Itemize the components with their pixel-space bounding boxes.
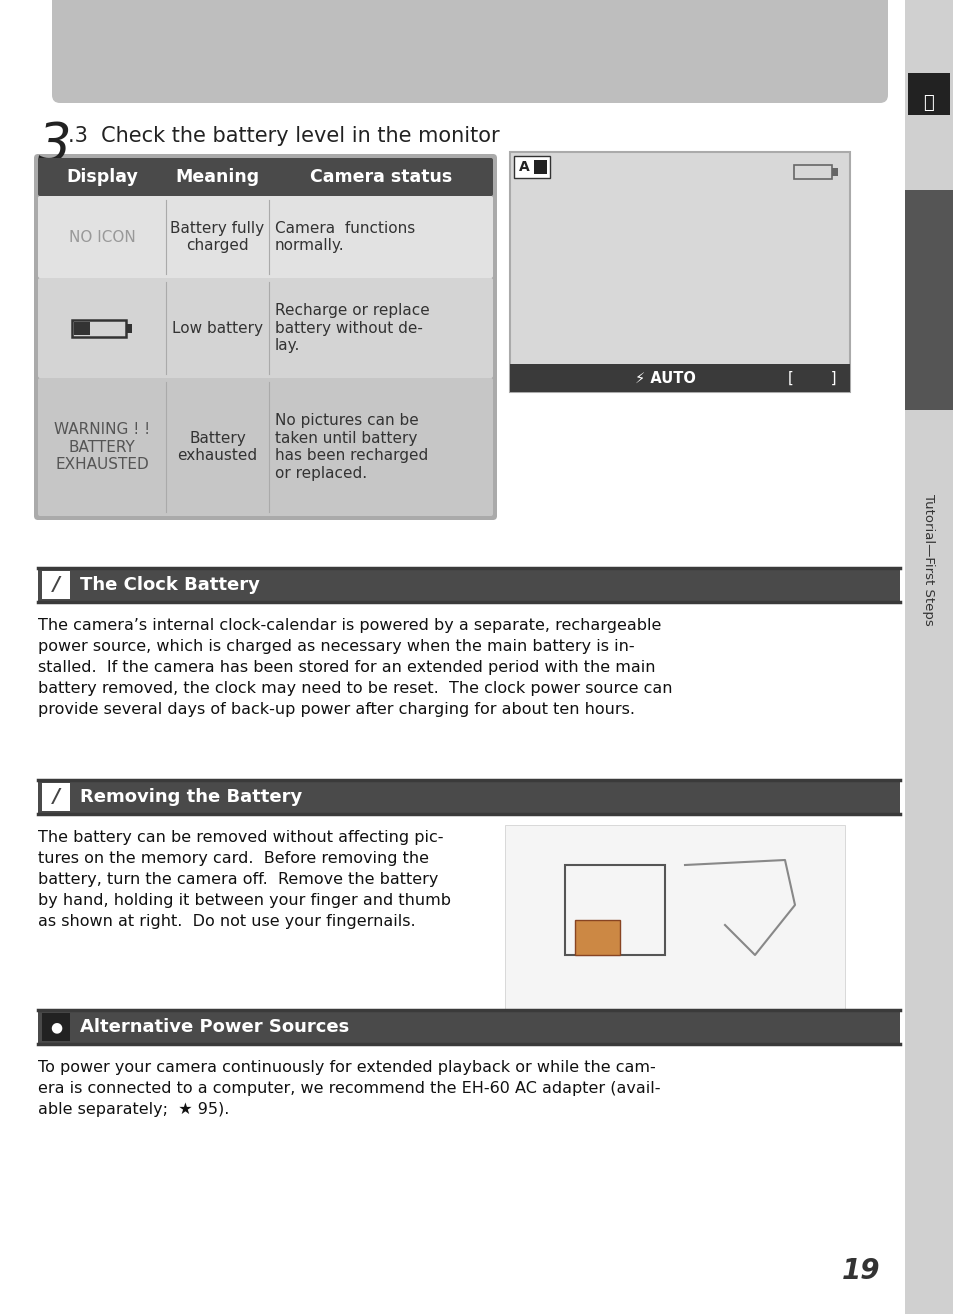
Text: The Clock Battery: The Clock Battery — [80, 576, 259, 594]
Text: Recharge or replace
battery without de-
lay.: Recharge or replace battery without de- … — [274, 304, 429, 353]
FancyBboxPatch shape — [38, 196, 493, 279]
Text: Camera  functions
normally.: Camera functions normally. — [274, 221, 415, 254]
Text: No pictures can be
taken until battery
has been recharged
or replaced.: No pictures can be taken until battery h… — [274, 414, 428, 481]
Bar — [38, 781, 899, 813]
Bar — [510, 364, 849, 392]
Text: Low battery: Low battery — [172, 321, 263, 335]
Bar — [71, 321, 126, 336]
Text: .3  Check the battery level in the monitor: .3 Check the battery level in the monito… — [68, 126, 499, 146]
Bar — [534, 160, 546, 173]
Bar — [904, 0, 953, 1314]
Text: 19: 19 — [841, 1257, 879, 1285]
Bar — [42, 1013, 70, 1041]
Bar — [793, 166, 831, 179]
FancyBboxPatch shape — [38, 279, 493, 378]
Text: /: / — [52, 576, 59, 594]
Bar — [38, 568, 899, 602]
FancyBboxPatch shape — [38, 158, 493, 196]
Bar — [510, 152, 849, 392]
Text: NO ICON: NO ICON — [69, 230, 135, 244]
Text: /: / — [52, 787, 59, 807]
Bar — [74, 322, 90, 335]
Bar — [126, 325, 132, 332]
FancyBboxPatch shape — [34, 154, 497, 520]
Bar — [564, 865, 664, 955]
Text: Removing the Battery: Removing the Battery — [80, 788, 302, 805]
Text: Meaning: Meaning — [175, 168, 259, 187]
Text: Battery
exhausted: Battery exhausted — [177, 431, 257, 464]
Text: ⚡ AUTO: ⚡ AUTO — [634, 371, 695, 385]
Bar — [504, 825, 844, 1010]
Text: [        ]: [ ] — [787, 371, 836, 385]
Bar — [907, 74, 949, 116]
Text: Battery fully
charged: Battery fully charged — [171, 221, 264, 254]
Text: The camera’s internal clock-calendar is powered by a separate, rechargeable
powe: The camera’s internal clock-calendar is … — [38, 618, 672, 717]
Text: 3: 3 — [38, 120, 71, 172]
FancyBboxPatch shape — [52, 0, 887, 102]
Bar — [38, 1010, 899, 1045]
Text: A: A — [518, 160, 529, 173]
Text: To power your camera continuously for extended playback or while the cam-
era is: To power your camera continuously for ex… — [38, 1060, 659, 1117]
Text: ●: ● — [50, 1020, 62, 1034]
Bar — [514, 156, 550, 177]
Text: Alternative Power Sources: Alternative Power Sources — [80, 1018, 349, 1035]
Bar — [904, 191, 953, 410]
Text: Display: Display — [66, 168, 138, 187]
Bar — [42, 1013, 70, 1041]
Text: The battery can be removed without affecting pic-
tures on the memory card.  Bef: The battery can be removed without affec… — [38, 830, 451, 929]
Text: 📸: 📸 — [923, 95, 933, 112]
Text: Tutorial—First Steps: Tutorial—First Steps — [922, 494, 935, 625]
Bar — [42, 783, 70, 811]
Text: Camera status: Camera status — [310, 168, 452, 187]
Text: WARNING ! !
BATTERY
EXHAUSTED: WARNING ! ! BATTERY EXHAUSTED — [54, 422, 150, 472]
Bar — [42, 572, 70, 599]
Bar — [831, 168, 837, 176]
FancyBboxPatch shape — [38, 378, 493, 516]
Bar — [575, 920, 619, 955]
